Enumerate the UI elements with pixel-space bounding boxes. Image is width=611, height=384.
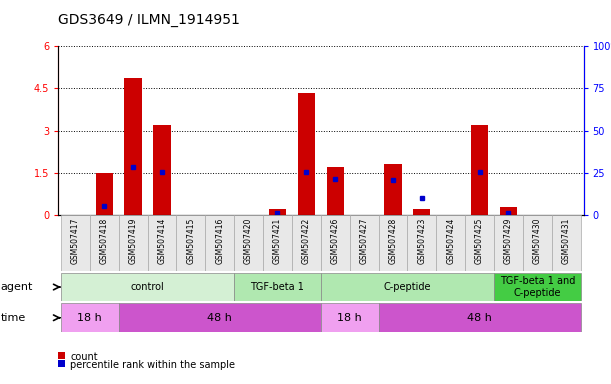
Bar xyxy=(298,93,315,215)
Text: GSM507418: GSM507418 xyxy=(100,218,109,264)
FancyBboxPatch shape xyxy=(61,303,119,332)
FancyBboxPatch shape xyxy=(379,303,580,332)
Text: control: control xyxy=(131,282,164,292)
Text: C-peptide: C-peptide xyxy=(384,282,431,292)
Text: GSM507419: GSM507419 xyxy=(128,218,137,264)
FancyBboxPatch shape xyxy=(147,215,177,271)
Text: TGF-beta 1 and
C-peptide: TGF-beta 1 and C-peptide xyxy=(500,276,575,298)
FancyBboxPatch shape xyxy=(234,215,263,271)
Bar xyxy=(326,167,344,215)
FancyBboxPatch shape xyxy=(263,215,292,271)
Text: GDS3649 / ILMN_1914951: GDS3649 / ILMN_1914951 xyxy=(58,13,240,27)
FancyBboxPatch shape xyxy=(321,215,349,271)
Text: percentile rank within the sample: percentile rank within the sample xyxy=(70,360,235,370)
Bar xyxy=(153,125,170,215)
FancyBboxPatch shape xyxy=(379,215,408,271)
FancyBboxPatch shape xyxy=(234,273,321,301)
Bar xyxy=(500,207,517,215)
Bar xyxy=(471,125,488,215)
Text: GSM507414: GSM507414 xyxy=(158,218,166,264)
Text: GSM507426: GSM507426 xyxy=(331,218,340,264)
Text: GSM507416: GSM507416 xyxy=(215,218,224,264)
Bar xyxy=(269,209,286,215)
FancyBboxPatch shape xyxy=(321,273,494,301)
Bar xyxy=(413,209,431,215)
Text: 48 h: 48 h xyxy=(467,313,492,323)
FancyBboxPatch shape xyxy=(436,215,465,271)
FancyBboxPatch shape xyxy=(552,215,580,271)
FancyBboxPatch shape xyxy=(119,303,321,332)
Text: 48 h: 48 h xyxy=(207,313,232,323)
FancyBboxPatch shape xyxy=(523,215,552,271)
FancyBboxPatch shape xyxy=(90,215,119,271)
Text: GSM507427: GSM507427 xyxy=(360,218,368,264)
Text: GSM507425: GSM507425 xyxy=(475,218,484,264)
FancyBboxPatch shape xyxy=(494,273,580,301)
Text: GSM507430: GSM507430 xyxy=(533,218,542,264)
Bar xyxy=(95,173,113,215)
Text: GSM507429: GSM507429 xyxy=(504,218,513,264)
FancyBboxPatch shape xyxy=(321,303,379,332)
Text: GSM507421: GSM507421 xyxy=(273,218,282,264)
Text: 18 h: 18 h xyxy=(337,313,362,323)
FancyBboxPatch shape xyxy=(465,215,494,271)
Text: GSM507428: GSM507428 xyxy=(389,218,397,264)
FancyBboxPatch shape xyxy=(292,215,321,271)
Text: agent: agent xyxy=(1,282,33,292)
Text: GSM507424: GSM507424 xyxy=(446,218,455,264)
Text: 18 h: 18 h xyxy=(78,313,102,323)
Text: GSM507417: GSM507417 xyxy=(71,218,80,264)
FancyBboxPatch shape xyxy=(408,215,436,271)
FancyBboxPatch shape xyxy=(494,215,523,271)
Text: count: count xyxy=(70,352,98,362)
Text: GSM507423: GSM507423 xyxy=(417,218,426,264)
FancyBboxPatch shape xyxy=(61,273,234,301)
FancyBboxPatch shape xyxy=(349,215,379,271)
Text: GSM507420: GSM507420 xyxy=(244,218,253,264)
Text: GSM507422: GSM507422 xyxy=(302,218,311,264)
Text: TGF-beta 1: TGF-beta 1 xyxy=(251,282,304,292)
Bar xyxy=(384,164,401,215)
FancyBboxPatch shape xyxy=(119,215,147,271)
Text: time: time xyxy=(1,313,26,323)
Bar xyxy=(125,78,142,215)
Text: GSM507431: GSM507431 xyxy=(562,218,571,264)
FancyBboxPatch shape xyxy=(205,215,234,271)
Text: GSM507415: GSM507415 xyxy=(186,218,196,264)
FancyBboxPatch shape xyxy=(61,215,90,271)
FancyBboxPatch shape xyxy=(177,215,205,271)
